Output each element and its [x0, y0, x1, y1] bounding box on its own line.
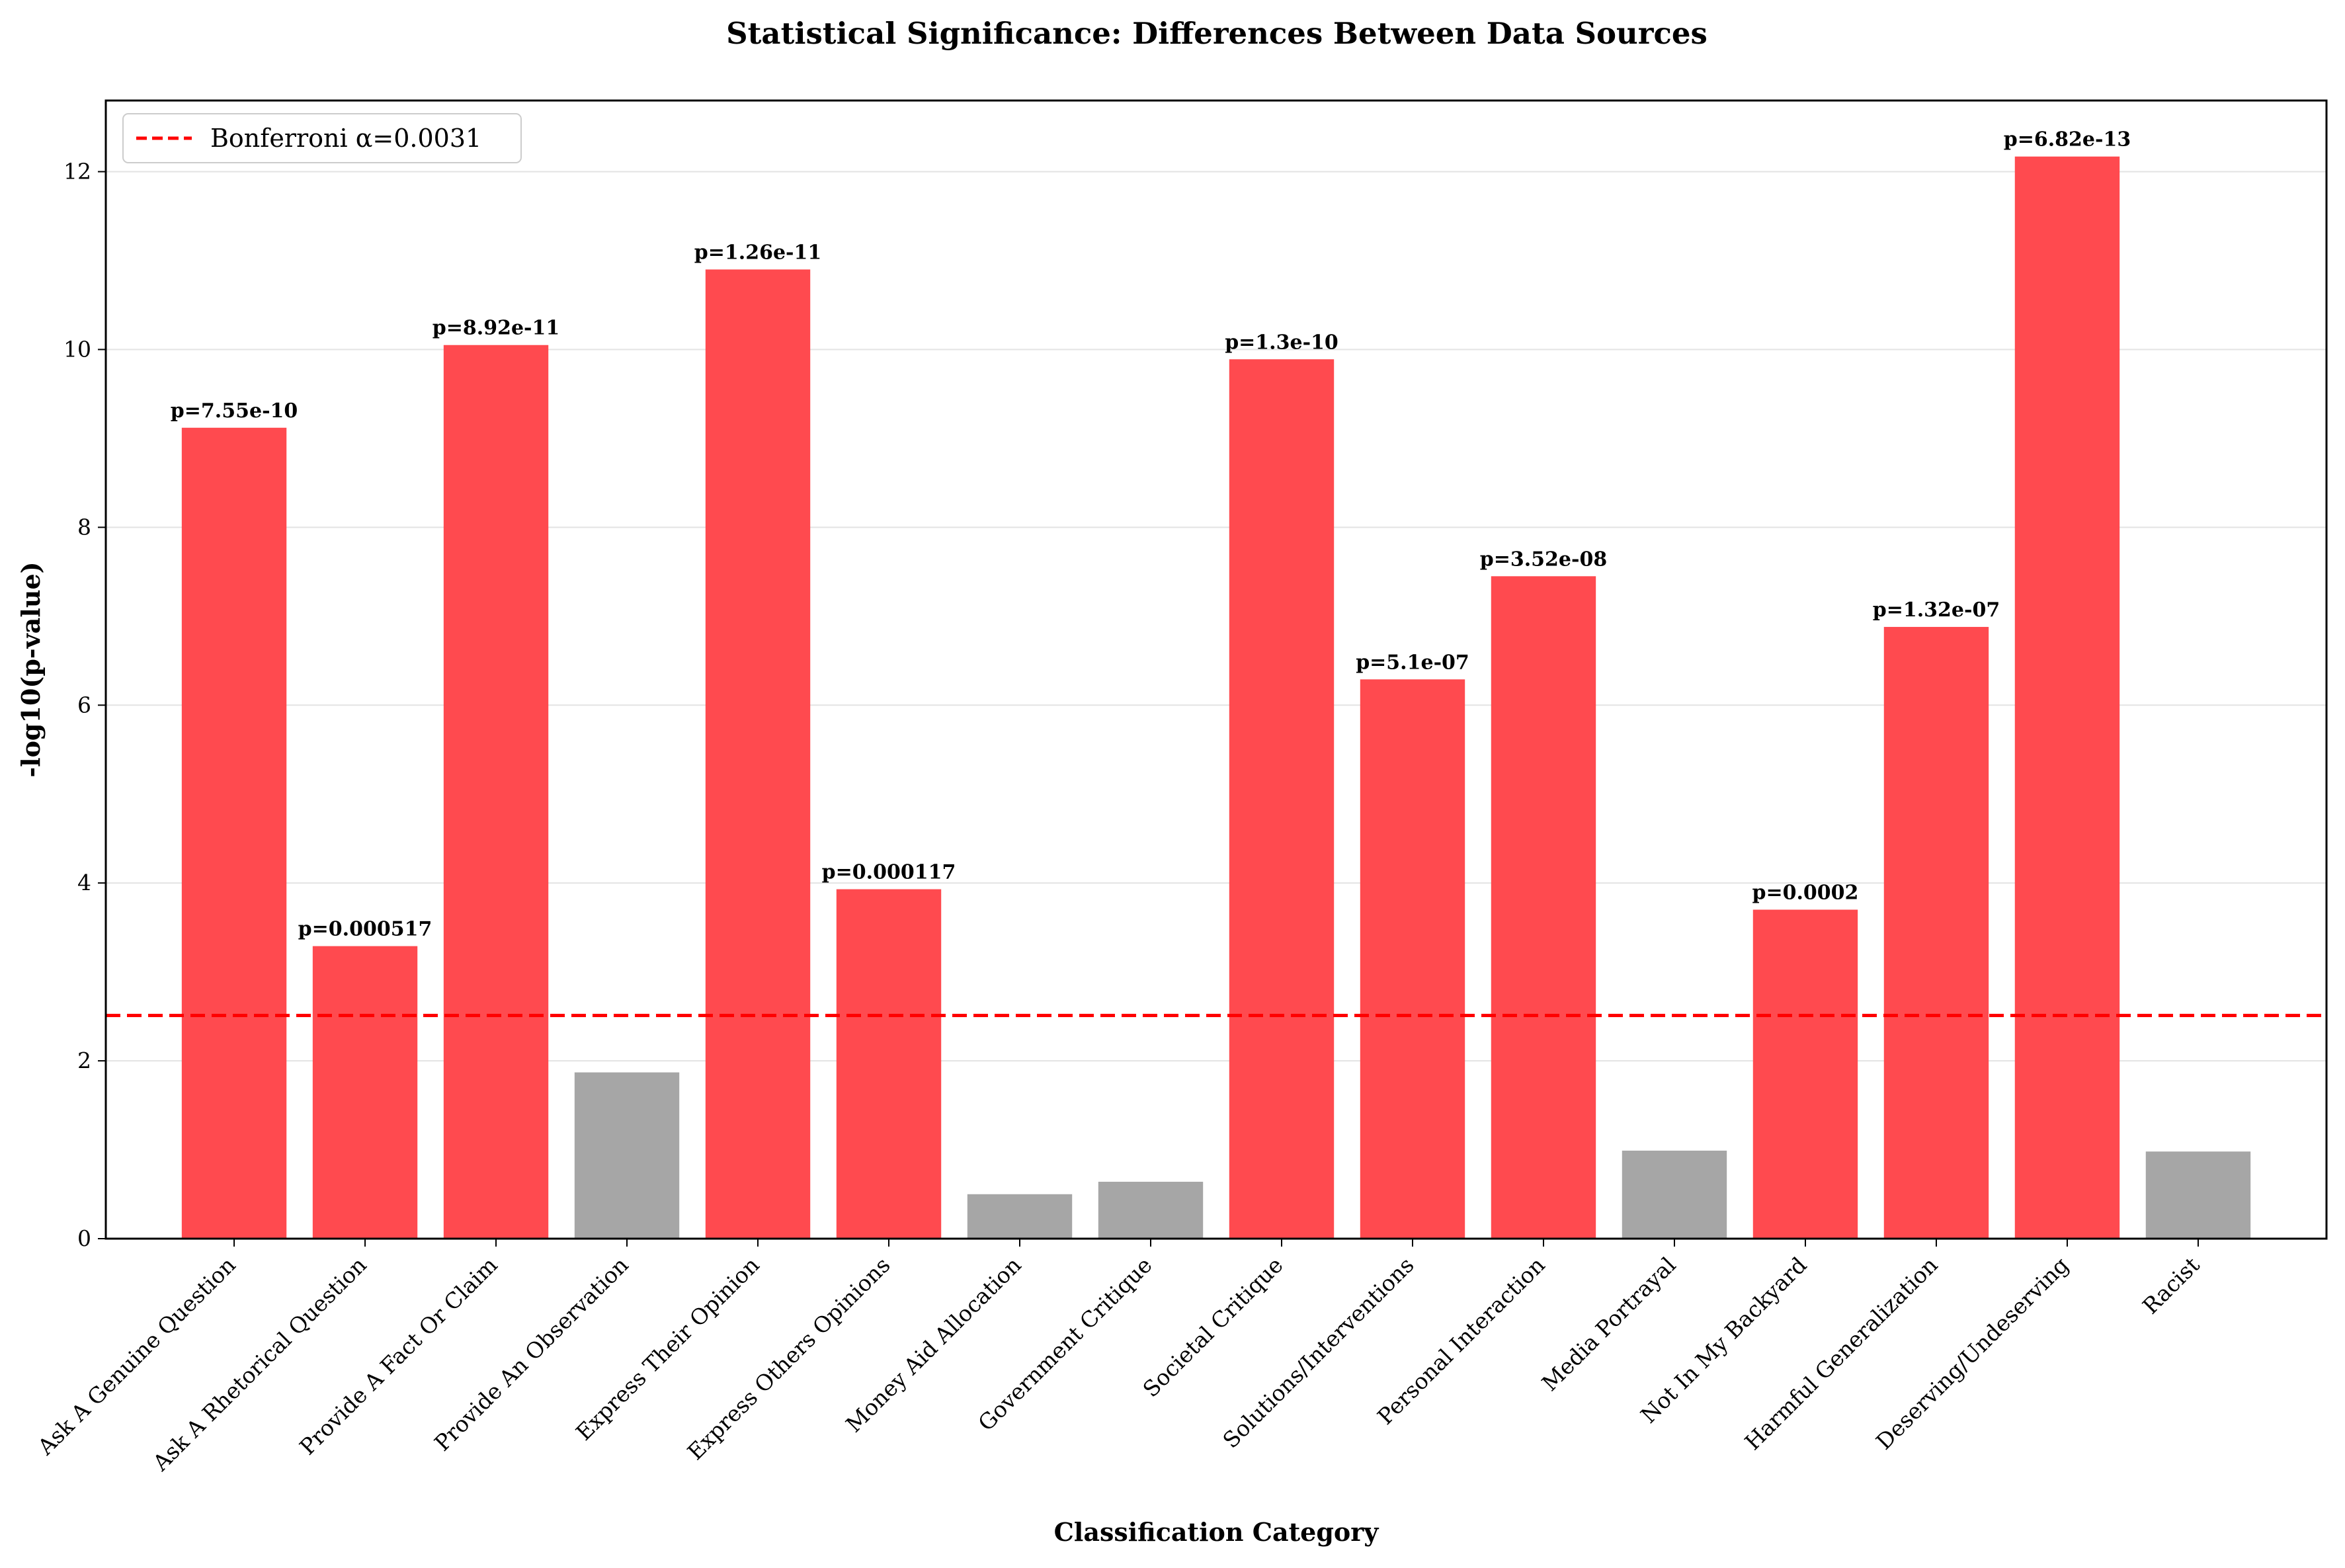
data-labels-layer: p=7.55e-10 p=0.000517 p=8.92e-11 p=1.26e-11… — [171, 128, 2131, 941]
bar — [2014, 156, 2120, 1239]
p-value-label: p=5.1e-07 — [1356, 651, 1469, 674]
bar — [181, 427, 287, 1239]
bar — [2145, 1151, 2251, 1239]
x-axis-label: Classification Category — [1054, 1517, 1379, 1547]
chart-title: Statistical Significance: Differences Be… — [726, 16, 1707, 51]
p-value-label: p=0.000117 — [822, 861, 956, 884]
bar — [574, 1072, 680, 1239]
p-value-label: p=0.0002 — [1752, 882, 1859, 905]
p-value-label: p=3.52e-08 — [1480, 548, 1607, 571]
bar — [1752, 909, 1858, 1239]
bar — [312, 946, 418, 1239]
p-value-label: p=0.000517 — [298, 918, 432, 941]
y-tick-label: 0 — [77, 1225, 91, 1251]
bar — [1098, 1181, 1204, 1239]
bar — [443, 345, 549, 1239]
p-value-label: p=7.55e-10 — [171, 399, 298, 423]
bar — [1883, 626, 1989, 1239]
y-tick-label: 12 — [63, 159, 91, 185]
p-value-label: p=1.32e-07 — [1873, 598, 2000, 622]
y-tick-label: 8 — [77, 514, 91, 540]
y-tick-label: 2 — [77, 1048, 91, 1073]
legend: Bonferroni α=0.0031 — [122, 113, 522, 163]
p-value-label: p=6.82e-13 — [2004, 128, 2131, 151]
legend-box — [122, 113, 522, 163]
bar — [1229, 359, 1335, 1239]
y-axis: 0 2 4 6 8 10 12 — [63, 159, 106, 1251]
bar — [705, 269, 811, 1239]
plot-frame — [104, 99, 2328, 1240]
bar — [1622, 1150, 1727, 1239]
bar — [1491, 576, 1596, 1239]
y-tick-label: 10 — [63, 336, 91, 362]
y-tick-label: 4 — [77, 870, 91, 895]
bar — [967, 1194, 1073, 1239]
p-value-label: p=1.3e-10 — [1225, 331, 1338, 354]
legend-label: Bonferroni α=0.0031 — [210, 124, 481, 153]
bars-layer — [181, 156, 2251, 1239]
bar — [836, 889, 942, 1239]
y-axis-label: -log10(p-value) — [16, 561, 46, 777]
p-value-label: p=1.26e-11 — [694, 241, 821, 264]
bar — [1360, 679, 1465, 1239]
p-value-label: p=8.92e-11 — [432, 317, 559, 340]
y-tick-label: 6 — [77, 692, 91, 718]
